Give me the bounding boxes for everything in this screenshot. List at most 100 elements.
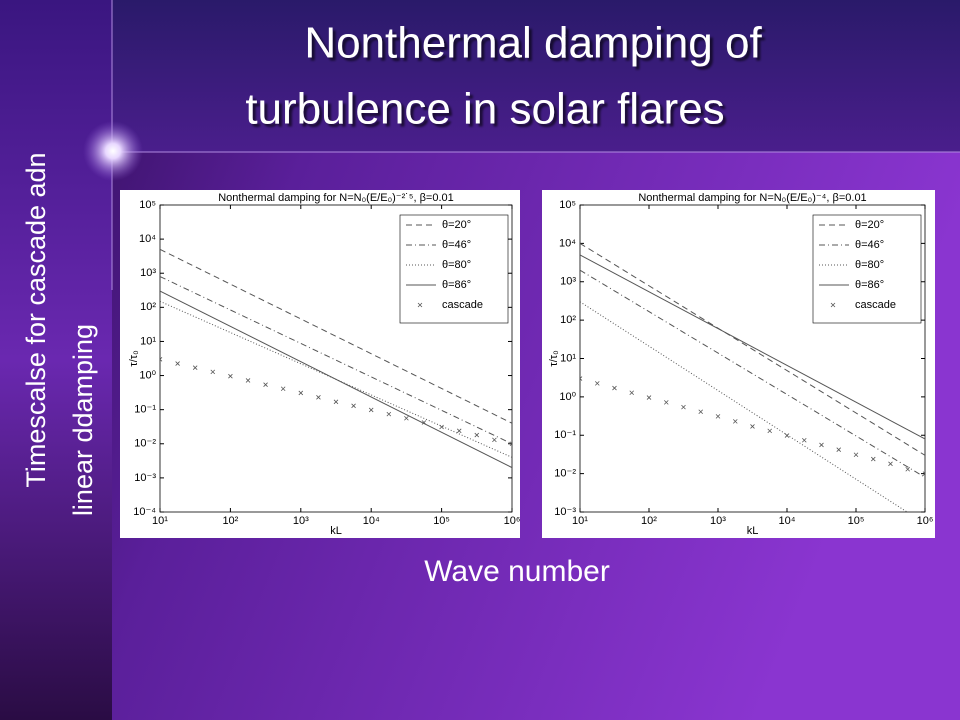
chart-title: Nonthermal damping for N=N₀(E/E₀)⁻⁴, β=0…: [638, 192, 866, 204]
y-tick-label: 10⁻¹: [554, 429, 576, 441]
legend-label: θ=20°: [442, 219, 471, 231]
marker: [175, 361, 180, 366]
x-tick-label: 10³: [293, 515, 309, 527]
legend-label: cascade: [442, 299, 483, 311]
y-axis-label: τ/τ₀: [548, 350, 560, 366]
legend-label: θ=46°: [442, 239, 471, 251]
marker: [351, 403, 356, 409]
marker: [698, 409, 704, 415]
y-tick-label: 10⁻¹: [134, 404, 156, 416]
y-tick-label: 10⁵: [139, 199, 156, 211]
marker: [594, 381, 600, 386]
y-tick-label: 10⁰: [559, 391, 576, 403]
x-tick-label: 10⁴: [779, 515, 796, 527]
x-tick-label: 10²: [641, 515, 657, 527]
marker: [386, 411, 392, 417]
marker: [421, 420, 427, 425]
y-axis-label: τ/τ₀: [128, 350, 140, 366]
line: [160, 290, 512, 469]
y-tick-label: 10⁻³: [134, 472, 156, 484]
y-tick-label: 10⁴: [559, 237, 576, 249]
legend-label: θ=46°: [855, 239, 884, 251]
marker: [474, 432, 480, 438]
marker: [853, 452, 859, 458]
x-tick-label: 10⁴: [363, 515, 380, 527]
marker: [160, 356, 163, 362]
y-tick-label: 10⁻²: [134, 438, 156, 450]
marker: [439, 424, 444, 430]
marker: [663, 400, 669, 405]
legend: [399, 214, 509, 324]
marker: [612, 385, 617, 391]
title-band: [0, 0, 960, 152]
marker: [228, 373, 233, 379]
legend-label: θ=80°: [442, 259, 471, 271]
legend-marker: [830, 302, 836, 308]
marker: [732, 419, 738, 424]
marker: [836, 447, 842, 452]
line: [580, 254, 925, 440]
y-tick-label: 10¹: [560, 352, 576, 364]
marker: [888, 461, 893, 467]
line: [160, 248, 512, 424]
x-axis-label: Wave number: [424, 555, 610, 588]
y-tick-label: 10³: [140, 267, 156, 279]
x-tick-label: 10⁶: [917, 515, 934, 527]
marker: [456, 428, 462, 434]
marker: [646, 395, 652, 400]
x-tick-label: 10²: [222, 515, 238, 527]
y-tick-label: 10²: [140, 301, 156, 313]
x-tick-label: 10⁵: [433, 515, 450, 527]
slide-title: turbulence in solar flares: [245, 85, 724, 134]
marker: [210, 369, 216, 375]
left-band: [0, 0, 112, 720]
marker: [280, 386, 286, 392]
marker: [333, 399, 339, 405]
marker: [263, 382, 268, 387]
marker: [767, 428, 773, 434]
plot-area: [159, 204, 513, 513]
marker: [509, 441, 512, 447]
marker: [922, 471, 925, 476]
marker: [245, 378, 251, 383]
line: [580, 269, 925, 478]
legend-marker: [417, 302, 423, 308]
marker: [784, 433, 790, 438]
chart-title: Nonthermal damping for N=N₀(E/E₀)⁻²˙⁵, β…: [218, 192, 454, 204]
y-axis-label: Timescalse for cascade adn: [21, 152, 51, 487]
marker: [681, 404, 686, 410]
x-tick-label: 10¹: [152, 515, 168, 527]
marker: [580, 376, 583, 381]
marker: [715, 414, 721, 419]
y-tick-label: 10³: [560, 276, 576, 288]
y-tick-label: 10¹: [140, 335, 156, 347]
y-tick-label: 10⁴: [139, 233, 156, 245]
marker: [404, 415, 409, 421]
marker: [905, 466, 911, 472]
marker: [192, 365, 198, 370]
y-tick-label: 10²: [560, 314, 576, 326]
legend-label: θ=86°: [855, 279, 884, 291]
marker: [298, 390, 304, 396]
y-tick-label: 10⁻²: [554, 468, 576, 480]
x-axis-label: kL: [747, 525, 759, 537]
marker: [492, 437, 497, 443]
legend-label: θ=80°: [855, 259, 884, 271]
x-tick-label: 10³: [710, 515, 726, 527]
marker: [801, 437, 807, 443]
legend-label: cascade: [855, 299, 896, 311]
marker: [368, 407, 374, 413]
orb: [83, 121, 143, 181]
legend-label: θ=20°: [855, 219, 884, 231]
x-axis-label: kL: [330, 525, 342, 537]
y-tick-label: 10⁵: [559, 199, 576, 211]
legend: [812, 214, 922, 324]
x-tick-label: 10⁵: [848, 515, 865, 527]
line: [580, 242, 925, 456]
x-tick-label: 10⁶: [504, 515, 521, 527]
y-tick-label: 10⁰: [139, 369, 156, 381]
marker: [870, 456, 876, 462]
slide-title: Nonthermal damping of: [304, 19, 762, 68]
marker: [819, 442, 824, 448]
